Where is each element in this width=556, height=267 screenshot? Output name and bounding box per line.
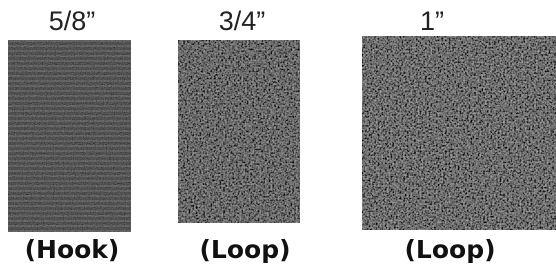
size-label: 1”	[420, 6, 444, 36]
hook-sample	[8, 40, 131, 232]
product-image: 5/8” 3/4” 1” (Hook) (Loop) (Loop)	[0, 0, 556, 267]
size-label: 3/4”	[219, 6, 266, 36]
type-label: (Hook)	[25, 235, 120, 264]
page: {"items": [ {"size": "5/8”", "type": "(H…	[0, 0, 556, 267]
type-label: (Loop)	[199, 235, 290, 264]
type-label: (Loop)	[404, 235, 495, 264]
loop-sample	[362, 36, 556, 230]
size-label: 5/8”	[49, 6, 96, 36]
loop-sample	[178, 40, 300, 223]
